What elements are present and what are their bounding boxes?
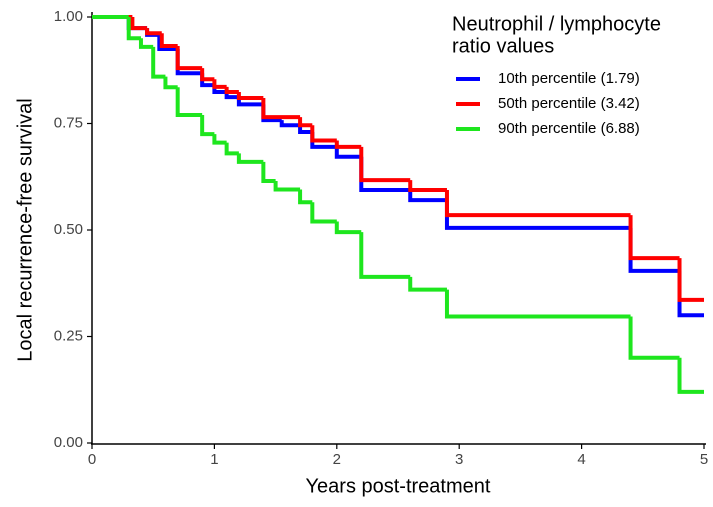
survival-step: [236, 91, 264, 100]
survival-step: [175, 45, 203, 71]
survival-step: [677, 357, 704, 394]
survival-step: [408, 180, 447, 192]
survival-step: [334, 146, 362, 159]
survival-step: [444, 289, 631, 319]
survival-step: [261, 97, 301, 120]
survival-step: [334, 140, 362, 149]
survival-step: [151, 46, 166, 79]
survival-step: [212, 79, 227, 89]
survival-step: [279, 120, 301, 128]
survival-step: [298, 189, 313, 205]
legend-label: 10th percentile (1.79): [498, 70, 640, 87]
survival-step: [677, 258, 704, 302]
survival-step: [145, 28, 162, 36]
survival-step: [334, 221, 362, 235]
survival-step: [163, 76, 178, 90]
survival-step: [408, 276, 447, 292]
x-tick-label: 5: [700, 451, 708, 468]
survival-step: [138, 38, 154, 49]
survival-step: [677, 270, 704, 318]
survival-step: [298, 125, 313, 135]
survival-step: [236, 153, 264, 164]
legend-label: 50th percentile (3.42): [498, 95, 640, 112]
y-axis-title: Local recurrence-free survival: [14, 98, 36, 361]
survival-step: [200, 68, 215, 82]
survival-step: [159, 33, 178, 48]
x-tick-label: 1: [210, 451, 218, 468]
x-tick-label: 4: [577, 451, 585, 468]
survival-step: [408, 189, 447, 203]
survival-step: [628, 227, 680, 273]
survival-step: [310, 125, 337, 143]
x-tick-label: 0: [88, 451, 96, 468]
survival-step: [126, 17, 141, 41]
survival-step: [130, 17, 148, 31]
survival-step: [444, 189, 631, 218]
survival-step: [628, 215, 680, 261]
legend-title: ratio values: [452, 35, 554, 57]
survival-step: [175, 87, 203, 117]
survival-step: [359, 146, 411, 183]
survival-step: [359, 232, 411, 279]
survival-step: [224, 86, 239, 94]
y-tick-label: 0.75: [54, 114, 83, 131]
y-tick-label: 0.25: [54, 327, 83, 344]
survival-step: [200, 114, 215, 137]
y-tick-label: 0.00: [54, 434, 83, 451]
legend-title: Neutrophil / lymphocyte: [452, 13, 661, 35]
x-tick-label: 2: [333, 451, 341, 468]
survival-step: [273, 181, 301, 192]
x-axis-title: Years post-treatment: [306, 475, 491, 497]
x-tick-label: 3: [455, 451, 463, 468]
survival-step: [628, 316, 680, 360]
survival-step: [298, 117, 313, 128]
survival-step: [359, 156, 411, 192]
y-tick-label: 1.00: [54, 8, 83, 25]
survival-step: [224, 142, 239, 156]
survival-step: [261, 161, 276, 184]
legend-label: 90th percentile (6.88): [498, 120, 640, 137]
survival-step: [157, 34, 178, 51]
y-tick-label: 0.50: [54, 221, 83, 238]
survival-step: [212, 134, 227, 145]
survival-step: [310, 202, 337, 224]
